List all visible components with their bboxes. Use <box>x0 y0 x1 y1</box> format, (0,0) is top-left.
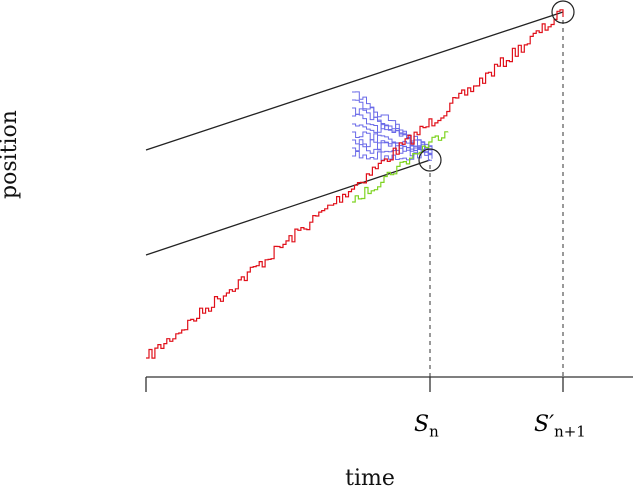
tick-label-sn1-base: S′ <box>534 412 555 437</box>
main-path <box>146 9 564 359</box>
sample-path <box>352 91 433 154</box>
sample-path <box>352 139 433 159</box>
hit-marker-sn <box>418 148 442 172</box>
sample-path <box>352 151 432 161</box>
selected-path <box>352 131 449 203</box>
lower-boundary-line <box>145 159 431 256</box>
hit-marker-sn1 <box>551 0 575 24</box>
upper-boundary-line <box>145 11 564 151</box>
sample-path <box>352 107 433 151</box>
tick-label-sn-base: S <box>414 412 430 437</box>
tick-label-sn1-sub: n+1 <box>554 422 586 441</box>
tick-label-sn: Sn <box>414 412 439 440</box>
sample-paths <box>352 91 433 161</box>
y-axis-label-text: position <box>0 110 22 199</box>
tick-label-sn1: S′n+1 <box>534 412 586 440</box>
y-axis-label: position <box>0 110 22 199</box>
sample-path <box>352 144 433 155</box>
sample-path <box>352 123 433 156</box>
x-axis-label: time <box>345 466 395 491</box>
tick-label-sn-sub: n <box>429 422 439 441</box>
